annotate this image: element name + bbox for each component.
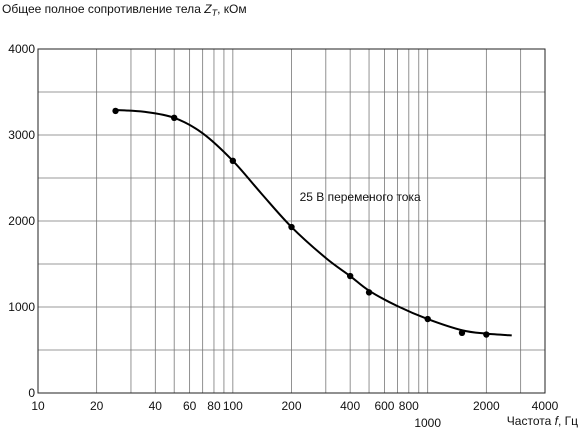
y-tick-label: 0 [28, 386, 35, 400]
y-tick-label: 4000 [8, 42, 35, 56]
x-axis-label-unit: , Гц [558, 414, 578, 428]
x-tick-labels: 10 20 40 60 80 100 200 400 600 800 1000 2000 4000 [31, 399, 558, 430]
x-tick-label: 400 [340, 399, 360, 413]
data-points [112, 107, 490, 338]
data-point [365, 289, 373, 296]
data-point [424, 315, 431, 323]
x-axis-label: Частота f, Гц [507, 414, 578, 428]
y-tick-labels: 0 1000 2000 3000 4000 [8, 42, 35, 400]
x-axis-label-prefix: Частота [507, 414, 552, 428]
x-tick-label: 10 [31, 399, 45, 413]
x-axis-label-symbol: f [555, 414, 560, 428]
x-tick-label: 4000 [532, 399, 559, 413]
data-point [458, 329, 466, 336]
x-tick-label: 1000 [414, 416, 441, 430]
y-axis-label-unit: , кОм [217, 2, 247, 16]
data-point [483, 331, 490, 338]
y-tick-label: 1000 [8, 300, 35, 314]
grid-layer [37, 48, 546, 394]
x-tick-label: 20 [90, 399, 104, 413]
x-tick-label: 200 [281, 399, 301, 413]
series-curve [115, 109, 512, 337]
y-axis-label-symbol: Z [203, 2, 212, 16]
y-axis-label: Общее полное сопротивление тела ZT, кОм [2, 2, 247, 18]
x-tick-label: 60 [183, 399, 197, 413]
y-axis-label-subscript: T [212, 8, 219, 18]
x-tick-label: 80 [207, 399, 221, 413]
data-point [112, 107, 119, 115]
data-point [288, 223, 295, 231]
series-annotation: 25 В переменого тока [300, 190, 421, 204]
y-axis-label-prefix: Общее полное сопротивление тела [2, 2, 201, 16]
x-tick-label: 800 [399, 399, 419, 413]
y-tick-label: 2000 [8, 214, 35, 228]
plot-frame [37, 48, 546, 394]
data-point [346, 272, 354, 280]
y-tick-label: 3000 [8, 128, 35, 142]
x-tick-label: 40 [149, 399, 163, 413]
x-tick-label: 600 [374, 399, 394, 413]
x-tick-label: 100 [223, 399, 243, 413]
data-point [170, 114, 178, 122]
data-point [229, 157, 237, 164]
x-tick-label: 2000 [473, 399, 500, 413]
